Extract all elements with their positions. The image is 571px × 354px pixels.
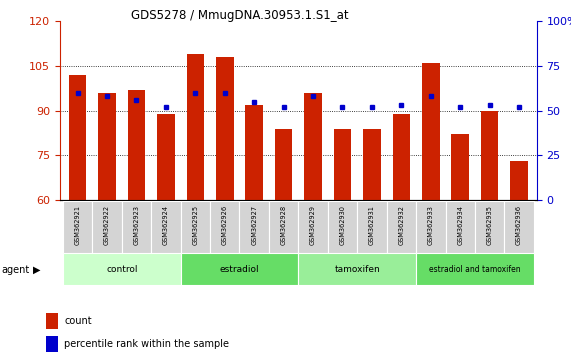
Text: GSM362927: GSM362927 [251, 205, 257, 245]
Text: count: count [64, 316, 92, 326]
Text: estradiol: estradiol [220, 264, 259, 274]
Text: estradiol and tamoxifen: estradiol and tamoxifen [429, 264, 521, 274]
Text: GSM362936: GSM362936 [516, 205, 522, 245]
Bar [151, 201, 180, 253]
Text: percentile rank within the sample: percentile rank within the sample [64, 339, 229, 349]
Text: GDS5278 / MmugDNA.30953.1.S1_at: GDS5278 / MmugDNA.30953.1.S1_at [131, 9, 349, 22]
Bar [363, 129, 381, 200]
Text: GSM362934: GSM362934 [457, 205, 463, 245]
Bar [422, 63, 440, 200]
Bar [93, 201, 122, 253]
Bar [187, 54, 204, 200]
Bar [275, 129, 292, 200]
Text: control: control [106, 264, 138, 274]
Text: agent: agent [2, 265, 30, 275]
Text: GSM362932: GSM362932 [399, 205, 404, 245]
Bar [452, 135, 469, 200]
Bar [180, 201, 210, 253]
Text: GSM362935: GSM362935 [486, 205, 493, 245]
Bar [481, 110, 498, 200]
Bar [180, 253, 299, 285]
Bar [510, 161, 528, 200]
Bar [357, 201, 387, 253]
Text: GSM362933: GSM362933 [428, 205, 434, 245]
Text: GSM362925: GSM362925 [192, 205, 198, 245]
Bar [333, 129, 351, 200]
Bar [304, 93, 322, 200]
Bar [445, 201, 475, 253]
Bar [246, 105, 263, 200]
Text: GSM362922: GSM362922 [104, 205, 110, 245]
Bar [157, 114, 175, 200]
Bar [416, 253, 534, 285]
Bar [392, 114, 410, 200]
Bar [210, 201, 239, 253]
Bar [216, 57, 234, 200]
Bar [239, 201, 269, 253]
Bar [328, 201, 357, 253]
Bar [269, 201, 299, 253]
Bar [98, 93, 116, 200]
Bar [504, 201, 534, 253]
Bar [416, 201, 445, 253]
Bar [46, 336, 58, 352]
Text: GSM362923: GSM362923 [134, 205, 139, 245]
Bar [63, 253, 180, 285]
Bar [128, 90, 145, 200]
Bar [299, 201, 328, 253]
Text: GSM362931: GSM362931 [369, 205, 375, 245]
Text: GSM362926: GSM362926 [222, 205, 228, 245]
Text: GSM362930: GSM362930 [340, 205, 345, 245]
Text: GSM362921: GSM362921 [75, 205, 81, 245]
Bar [475, 201, 504, 253]
Text: tamoxifen: tamoxifen [335, 264, 380, 274]
Text: ▶: ▶ [33, 265, 41, 275]
Text: GSM362924: GSM362924 [163, 205, 169, 245]
Bar [122, 201, 151, 253]
Bar [69, 75, 86, 200]
Text: GSM362928: GSM362928 [280, 205, 287, 245]
Text: GSM362929: GSM362929 [310, 205, 316, 245]
Bar [46, 313, 58, 329]
Bar [387, 201, 416, 253]
Bar [63, 201, 93, 253]
Bar [299, 253, 416, 285]
